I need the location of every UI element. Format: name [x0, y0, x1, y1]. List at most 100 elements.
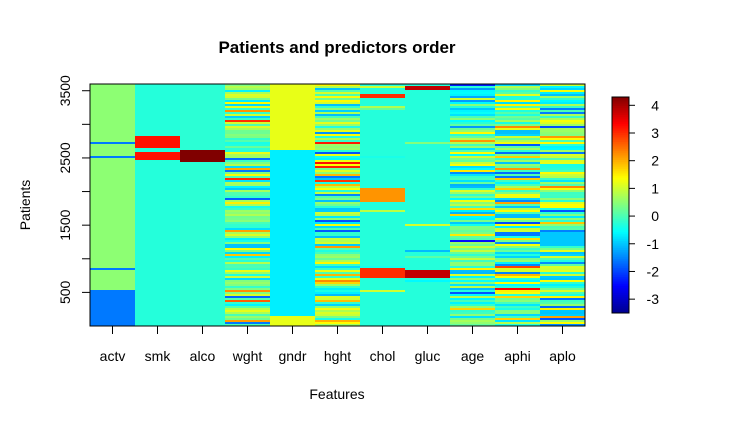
heatmap-cell	[405, 254, 451, 257]
heatmap-cell	[540, 190, 586, 193]
heatmap-cell	[495, 292, 541, 295]
heatmap-cell	[495, 232, 541, 235]
heatmap-cell	[225, 92, 271, 95]
heatmap-cell	[225, 216, 271, 219]
heatmap-cell	[405, 108, 451, 111]
y-tick-label: 2500	[57, 142, 73, 173]
heatmap-cell	[225, 190, 271, 193]
colorbar-segment	[612, 176, 629, 179]
heatmap-cell	[270, 296, 316, 299]
colorbar-segment	[612, 228, 629, 231]
heatmap-cell	[540, 92, 586, 95]
heatmap-cell	[450, 244, 496, 247]
heatmap-cell	[450, 296, 496, 299]
heatmap-cell	[405, 120, 451, 123]
heatmap-cell	[315, 110, 361, 113]
heatmap-cell	[405, 190, 451, 193]
heatmap-cell	[225, 312, 271, 315]
heatmap-cell	[90, 138, 136, 141]
heatmap-cell	[180, 178, 226, 181]
heatmap-cell	[135, 110, 181, 113]
heatmap-cell	[180, 190, 226, 193]
colorbar-segment	[612, 134, 629, 138]
heatmap-cell	[225, 284, 271, 287]
heatmap-cell	[135, 308, 181, 311]
heatmap-cell	[405, 130, 451, 133]
heatmap-cell	[315, 130, 361, 133]
heatmap-cell	[315, 164, 361, 167]
heatmap-cell	[90, 246, 136, 249]
colorbar-segment	[612, 230, 629, 233]
heatmap-cell	[540, 100, 586, 103]
heatmap-cell	[495, 150, 541, 153]
heatmap-cell	[90, 90, 136, 93]
heatmap-cell	[315, 144, 361, 147]
heatmap-cell	[315, 190, 361, 193]
y-tick-label: 1500	[57, 209, 73, 240]
heatmap-cell	[180, 96, 226, 99]
heatmap-cell	[405, 180, 451, 183]
heatmap-cell	[270, 100, 316, 103]
heatmap-cell	[180, 270, 226, 273]
heatmap-cell	[270, 104, 316, 107]
heatmap-cell	[405, 166, 451, 169]
heatmap-cell	[135, 224, 181, 227]
heatmap-cell	[405, 116, 451, 119]
heatmap-cell	[450, 216, 496, 219]
heatmap-cell	[360, 92, 406, 95]
heatmap-cell	[405, 234, 451, 237]
heatmap-cell	[450, 138, 496, 141]
heatmap-cell	[360, 268, 406, 271]
heatmap-cell	[360, 210, 406, 213]
heatmap-cell	[315, 166, 361, 169]
heatmap-cell	[270, 314, 316, 317]
heatmap-cell	[270, 92, 316, 95]
heatmap-cell	[270, 288, 316, 291]
heatmap-cell	[90, 156, 136, 159]
colorbar-segment	[612, 201, 629, 204]
heatmap-cell	[90, 140, 136, 143]
heatmap-cell	[90, 208, 136, 211]
heatmap-cell	[90, 286, 136, 289]
heatmap-cell	[135, 284, 181, 287]
heatmap-cell	[495, 202, 541, 205]
heatmap-cell	[90, 104, 136, 107]
colorbar-segment	[612, 244, 629, 247]
heatmap-cell	[180, 126, 226, 129]
heatmap-cell	[495, 296, 541, 299]
heatmap-cell	[405, 112, 451, 115]
heatmap-cell	[225, 246, 271, 249]
heatmap-cell	[90, 204, 136, 207]
colorbar-segment	[612, 260, 629, 264]
heatmap-cell	[270, 180, 316, 183]
heatmap-cell	[360, 212, 406, 215]
heatmap-cell	[540, 242, 586, 245]
x-tick-label-age: age	[461, 348, 485, 364]
heatmap-cell	[135, 144, 181, 147]
heatmap-cell	[225, 208, 271, 211]
heatmap-cell	[180, 108, 226, 111]
heatmap-cell	[495, 104, 541, 107]
heatmap-cell	[270, 292, 316, 295]
heatmap-cell	[180, 254, 226, 257]
heatmap-cell	[270, 228, 316, 231]
heatmap-cell	[405, 230, 451, 233]
heatmap-cell	[405, 246, 451, 249]
heatmap-cell	[450, 130, 496, 133]
heatmap-cell	[405, 250, 451, 253]
heatmap-cell	[180, 256, 226, 259]
heatmap-cell	[135, 188, 181, 191]
heatmap-cell	[90, 210, 136, 213]
heatmap-cell	[225, 270, 271, 273]
heatmap-cell	[540, 84, 586, 87]
heatmap-cell	[405, 160, 451, 163]
heatmap-cell	[450, 144, 496, 147]
heatmap-cell	[315, 274, 361, 277]
heatmap-cell	[540, 236, 586, 239]
heatmap-cell	[405, 288, 451, 291]
heatmap-cell	[315, 200, 361, 203]
heatmap-cell	[315, 160, 361, 163]
heatmap-cell	[225, 158, 271, 161]
heatmap-cell	[270, 128, 316, 131]
